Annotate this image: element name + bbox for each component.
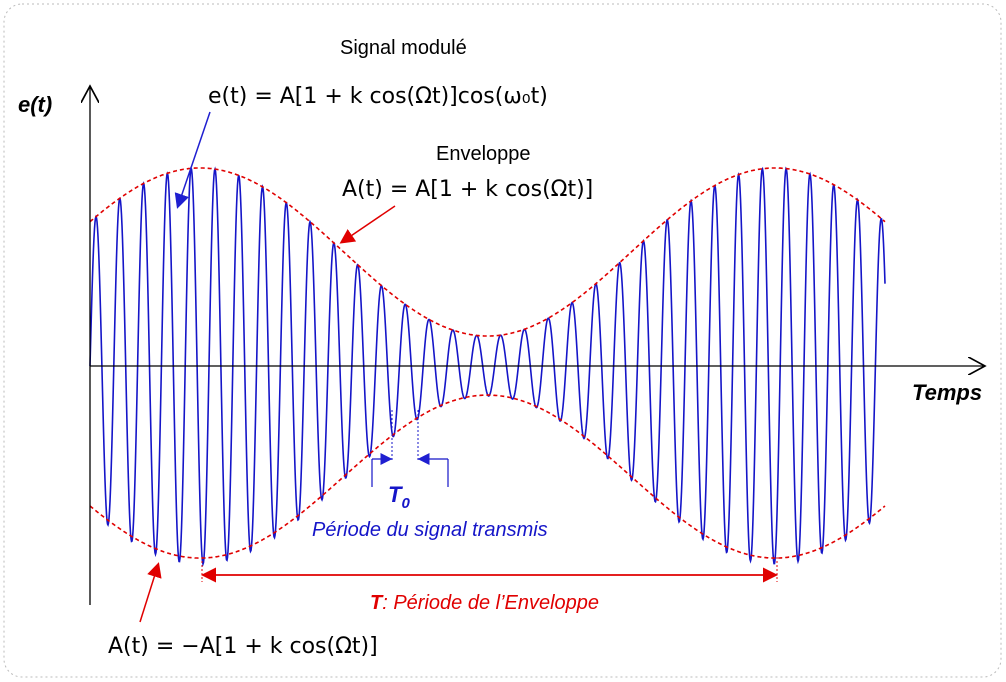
lower-envelope [89, 394, 886, 559]
envelope-arrow [339, 205, 396, 244]
signal-title: Signal modulé [340, 37, 467, 59]
x-axis-label: Temps [912, 380, 982, 405]
y-axis-label: e(t) [18, 92, 52, 117]
lower-envelope-arrow [139, 562, 162, 623]
signal-formula: e(t) = A[1 + k cos(Ωt)]cos(ω₀t) [208, 84, 548, 109]
envelope-title: Enveloppe [436, 143, 531, 165]
lower-envelope-formula: A(t) = −A[1 + k cos(Ωt)] [108, 634, 378, 659]
frame [3, 3, 1002, 678]
upper-envelope [89, 167, 886, 337]
envelope-formula: A(t) = A[1 + k cos(Ωt)] [342, 177, 593, 202]
signal-arrow [174, 111, 211, 209]
t0-label: T0 [388, 482, 410, 512]
t-label: T: Période de l’Enveloppe [370, 592, 599, 614]
t0-caption: Période du signal transmis [312, 519, 548, 541]
